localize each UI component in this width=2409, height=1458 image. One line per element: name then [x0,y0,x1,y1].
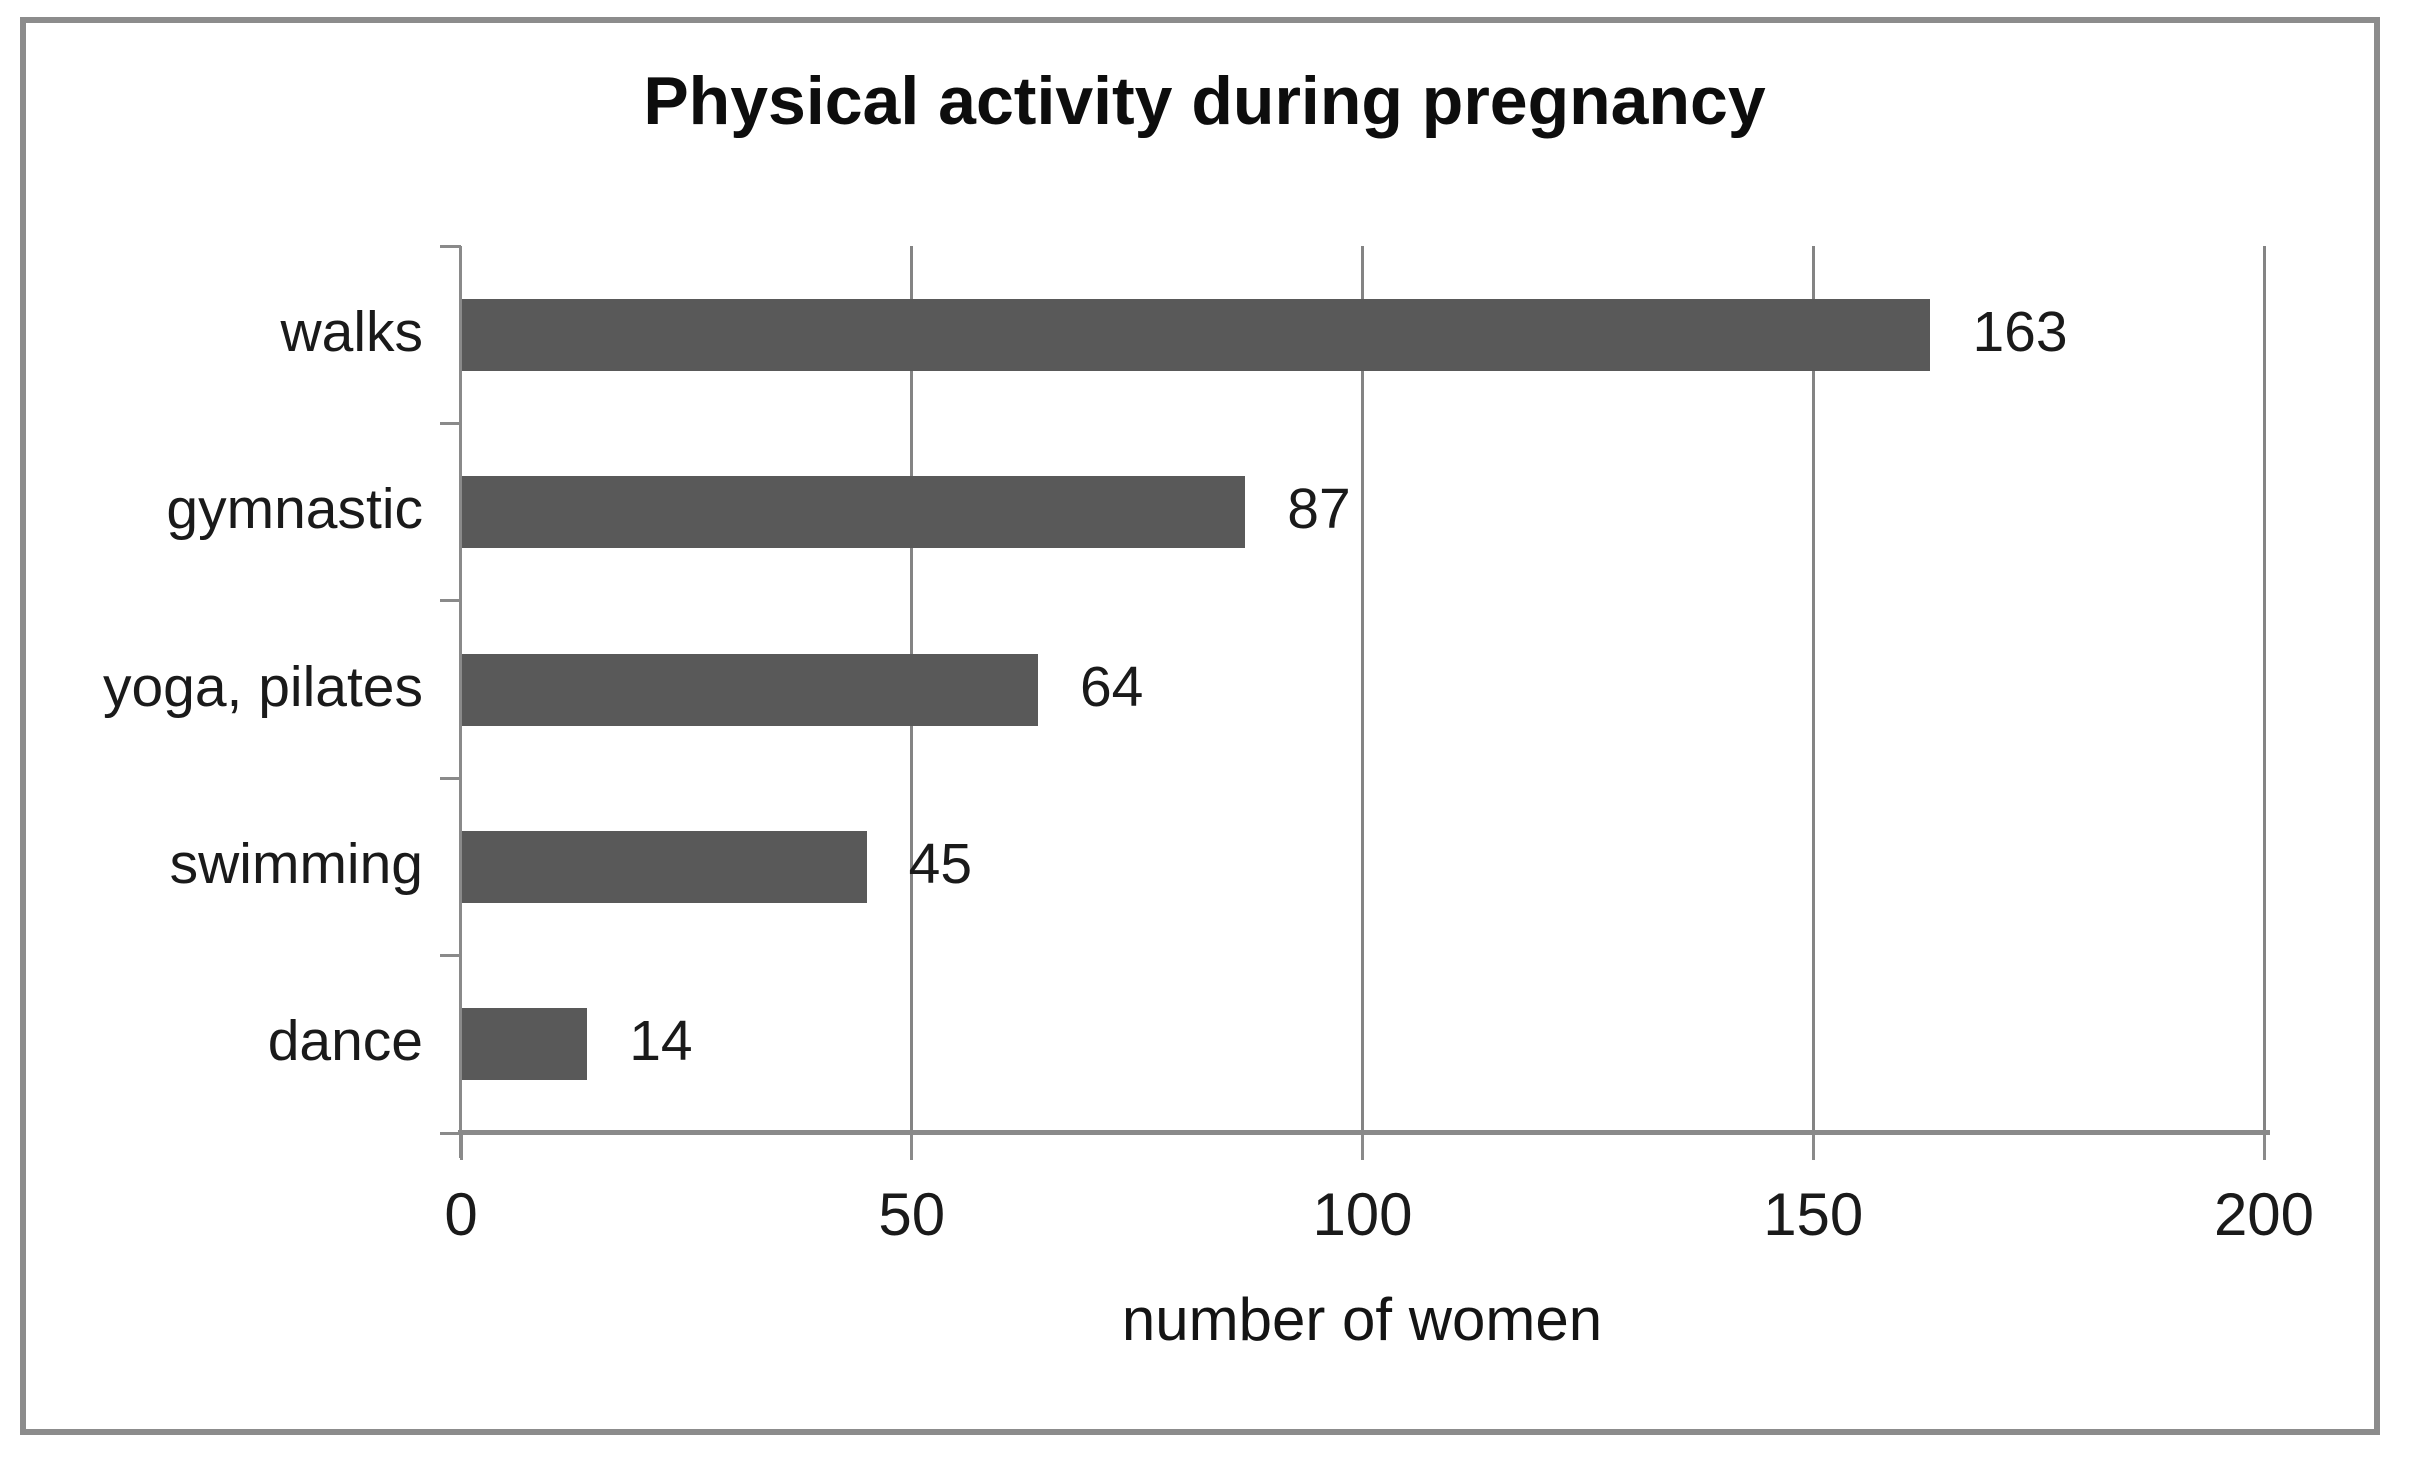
x-axis-title: number of women [1121,1286,1603,1353]
x-tick-label-50: 50 [878,1181,946,1248]
bar-value-label: 87 [1287,477,1351,542]
bar-value-label: 64 [1079,654,1144,719]
y-tick-mark-5 [440,1131,461,1135]
category-label: walks [280,299,423,364]
category-label: swimming [169,831,423,896]
chart-title: Physical activity during pregnancy [643,63,1766,139]
category-label: yoga, pilates [102,654,423,719]
y-tick-mark-0 [440,244,461,248]
category-label: gymnastic [166,477,423,542]
gridline-x-200 [2262,246,2266,1133]
x-tick-mark-200 [2262,1133,2266,1160]
x-tick-mark-150 [1811,1133,1815,1160]
category-label: dance [267,1009,423,1074]
x-tick-label-0: 0 [444,1181,478,1248]
bar-value-label: 45 [908,831,973,896]
bar-yoga-pilates [461,653,1038,726]
bar-swimming [461,830,867,903]
x-tick-label-150: 150 [1763,1181,1864,1248]
bar-walks [461,298,1931,371]
gridline-x-150 [1811,246,1815,1133]
y-tick-mark-3 [440,776,461,780]
bar-gymnastic [461,476,1246,549]
gridline-x-100 [1361,246,1364,1133]
y-tick-mark-2 [440,599,461,603]
y-tick-mark-1 [440,421,461,425]
bar-value-label: 163 [1972,299,2068,364]
x-tick-label-100: 100 [1312,1181,1413,1248]
y-tick-mark-4 [440,954,461,958]
figure-border [20,17,2380,1435]
x-tick-mark-50 [910,1133,914,1160]
bar-value-label: 14 [629,1009,693,1074]
x-tick-label-200: 200 [2213,1181,2315,1248]
x-axis-line [458,1130,2270,1135]
x-tick-mark-100 [1361,1133,1364,1160]
bar-dance [461,1008,588,1081]
y-axis-line [459,246,462,1158]
